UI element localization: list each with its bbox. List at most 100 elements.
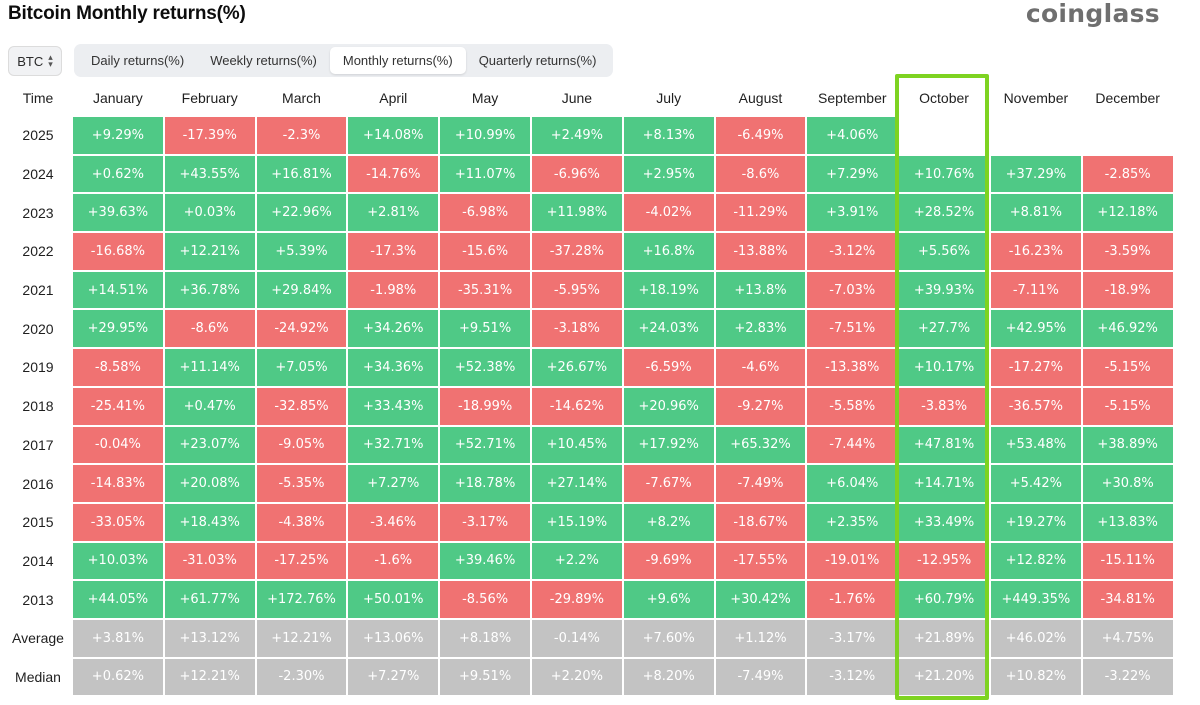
coin-selector-value: BTC: [17, 53, 44, 69]
coin-selector[interactable]: BTC ▴ ▾: [8, 46, 62, 76]
column-header-may: May: [471, 90, 499, 106]
return-cell: -9.69%: [623, 542, 714, 580]
return-cell: +37.29%: [990, 155, 1081, 193]
table-row: 2017 -0.04% +23.07% -9.05% +32.71% +52.71% +10…: [5, 426, 1173, 464]
return-cell: -12.95%: [899, 542, 989, 580]
stat-cell: -0.14%: [531, 619, 622, 657]
return-cell: +18.43%: [164, 503, 255, 541]
return-cell: +5.39%: [256, 233, 347, 270]
stat-cell: -2.30%: [256, 658, 347, 696]
return-cell: -14.83%: [73, 465, 163, 502]
tab-quarterly-returns[interactable]: Quarterly returns(%): [478, 53, 597, 68]
return-cell: +14.71%: [899, 465, 989, 502]
return-cell: -7.51%: [807, 310, 898, 348]
stat-cell: +10.82%: [990, 658, 1081, 696]
stat-row: Median +0.62% +12.21% -2.30% +7.27% +9.51% +2.…: [5, 658, 1173, 696]
return-cell: +61.77%: [164, 581, 255, 618]
table-row: 2016 -14.83% +20.08% -5.35% +7.27% +18.78% +27…: [5, 465, 1173, 502]
column-header-april: April: [379, 90, 408, 106]
return-cell: -15.6%: [440, 233, 530, 270]
return-cell: -19.01%: [807, 542, 898, 580]
return-cell: +2.49%: [531, 117, 622, 154]
return-cell: -8.6%: [164, 310, 255, 348]
stat-cell: +2.20%: [531, 658, 622, 696]
return-cell: +9.6%: [623, 581, 714, 618]
column-header-october: October: [919, 90, 969, 106]
return-cell: +20.96%: [623, 387, 714, 425]
table-header: Time January February March April May June July…: [5, 81, 1173, 115]
stat-cell: +12.21%: [164, 658, 255, 696]
return-cell: +42.95%: [990, 310, 1081, 348]
table-row: 2013 +44.05% +61.77% +172.76% +50.01% -8.56% -…: [5, 581, 1173, 618]
return-cell: [899, 117, 989, 154]
return-cell: +52.71%: [440, 426, 530, 464]
return-cell: -4.38%: [256, 503, 347, 541]
table-row: 2023 +39.63% +0.03% +22.96% +2.81% -6.98% +11.…: [5, 194, 1173, 232]
return-cell: -1.6%: [348, 542, 439, 580]
return-cell: +27.14%: [531, 465, 622, 502]
return-cell: +33.43%: [348, 387, 439, 425]
tab-weekly-returns[interactable]: Weekly returns(%): [210, 53, 317, 68]
return-cell: +4.06%: [807, 117, 898, 154]
stat-cell: +7.27%: [348, 658, 439, 696]
return-cell: -32.85%: [256, 387, 347, 425]
stat-cell: +46.02%: [990, 619, 1081, 657]
return-cell: +10.17%: [899, 349, 989, 386]
stat-cell: +21.89%: [899, 619, 989, 657]
return-cell: -11.29%: [715, 194, 806, 232]
return-cell: +24.03%: [623, 310, 714, 348]
return-cell: -6.98%: [440, 194, 530, 232]
return-cell: -7.11%: [990, 271, 1081, 309]
return-cell: +19.27%: [990, 503, 1081, 541]
return-cell: +0.03%: [164, 194, 255, 232]
column-header-june: June: [561, 90, 593, 106]
return-cell: +14.08%: [348, 117, 439, 154]
return-cell: -34.81%: [1082, 581, 1173, 618]
return-cell: -36.57%: [990, 387, 1081, 425]
return-cell: +15.19%: [531, 503, 622, 541]
return-cell: +20.08%: [164, 465, 255, 502]
return-cell: -17.55%: [715, 542, 806, 580]
tab-monthly-returns[interactable]: Monthly returns(%): [329, 47, 466, 74]
stat-cell: +3.81%: [73, 619, 163, 657]
year-label: 2021: [22, 282, 54, 299]
stat-cell: +13.12%: [164, 619, 255, 657]
return-cell: +2.81%: [348, 194, 439, 232]
stat-cell: +4.75%: [1082, 619, 1173, 657]
return-cell: -9.27%: [715, 387, 806, 425]
year-label: 2016: [22, 475, 54, 492]
return-cell: +32.71%: [348, 426, 439, 464]
updown-icon: ▴ ▾: [48, 52, 53, 69]
return-cell: -24.92%: [256, 310, 347, 348]
return-cell: +12.82%: [990, 542, 1081, 580]
return-cell: -3.46%: [348, 503, 439, 541]
return-cell: -16.23%: [990, 233, 1081, 270]
stat-cell: +8.18%: [440, 619, 530, 657]
return-cell: -18.9%: [1082, 271, 1173, 309]
return-cell: +2.35%: [807, 503, 898, 541]
return-cell: +0.47%: [164, 387, 255, 425]
return-cell: -5.95%: [531, 271, 622, 309]
return-cell: -6.49%: [715, 117, 806, 154]
return-cell: +10.03%: [73, 542, 163, 580]
stat-cell: +0.62%: [73, 658, 163, 696]
column-header-august: August: [738, 90, 783, 106]
return-cell: +8.13%: [623, 117, 714, 154]
year-label: 2024: [22, 166, 54, 183]
return-cell: +11.07%: [440, 155, 530, 193]
return-cell: -17.3%: [348, 233, 439, 270]
coinglass-logo[interactable]: coinglass: [1025, 0, 1160, 28]
return-cell: +34.26%: [348, 310, 439, 348]
return-cell: -3.12%: [807, 233, 898, 270]
column-header-march: March: [282, 90, 321, 106]
table-row: 2020 +29.95% -8.6% -24.92% +34.26% +9.51% -3.1…: [5, 310, 1173, 348]
column-header-february: February: [181, 90, 238, 106]
return-cell: -13.38%: [807, 349, 898, 386]
column-header-july: July: [656, 90, 682, 106]
tab-daily-returns[interactable]: Daily returns(%): [91, 53, 185, 68]
return-cell: +16.8%: [623, 233, 714, 270]
stat-row: Average +3.81% +13.12% +12.21% +13.06% +8.18%…: [5, 619, 1173, 657]
return-cell: -3.59%: [1082, 233, 1173, 270]
return-cell: +9.51%: [440, 310, 530, 348]
return-cell: +39.63%: [73, 194, 163, 232]
